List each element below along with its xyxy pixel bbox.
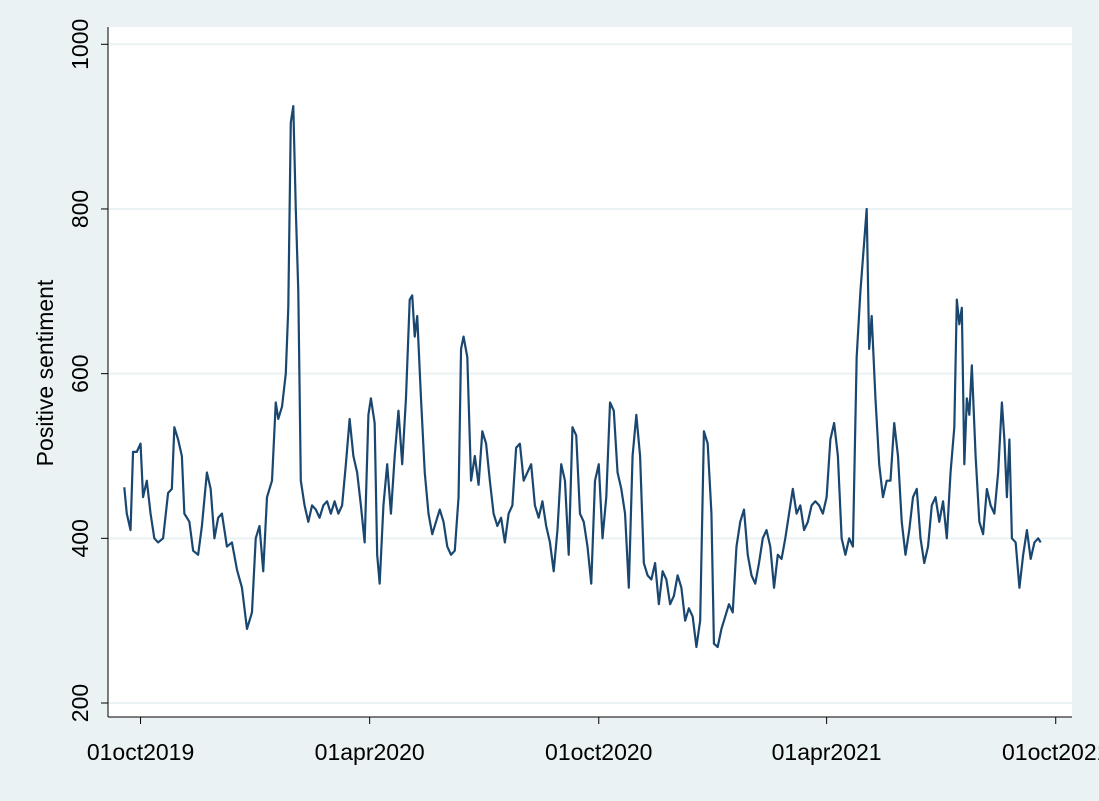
x-tick-label: 01oct2019 [87, 739, 194, 765]
y-tick-label: 600 [67, 354, 93, 392]
x-tick-label: 01apr2020 [315, 739, 425, 765]
y-axis-title: Positive sentiment [32, 279, 58, 466]
line-series [123, 104, 1042, 649]
x-tick-label: 01apr2021 [772, 739, 882, 765]
plot-area [108, 27, 1072, 717]
y-tick-label: 1000 [67, 19, 93, 70]
y-tick-label: 800 [67, 190, 93, 228]
x-tick-label: 01oct2020 [545, 739, 652, 765]
x-tick-label: 01oct2021 [1002, 739, 1099, 765]
y-tick-label: 200 [67, 684, 93, 722]
y-tick-label: 400 [67, 519, 93, 557]
